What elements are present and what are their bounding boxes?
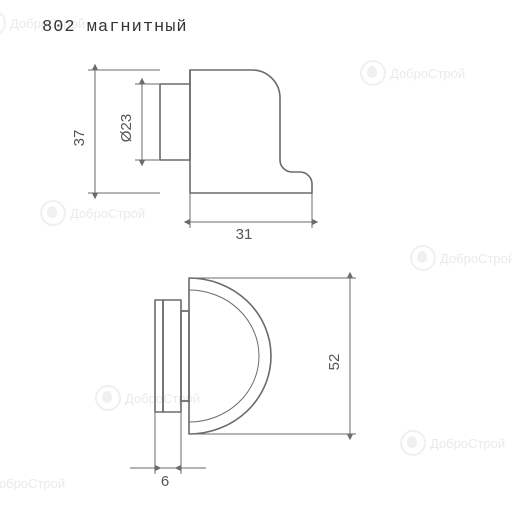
dim-31 [190, 193, 312, 228]
bottom-view [155, 278, 271, 434]
dim-37-label: 37 [71, 130, 88, 147]
dim-6 [130, 412, 206, 474]
dim-6-label: 6 [161, 473, 169, 490]
technical-drawing: 37 Ø23 31 6 [0, 0, 512, 512]
top-view [160, 70, 312, 193]
dim-31-label: 31 [236, 226, 253, 243]
dim-52-label: 52 [326, 354, 343, 371]
dim-dia23-label: Ø23 [118, 114, 135, 142]
dim-dia23 [135, 84, 160, 160]
